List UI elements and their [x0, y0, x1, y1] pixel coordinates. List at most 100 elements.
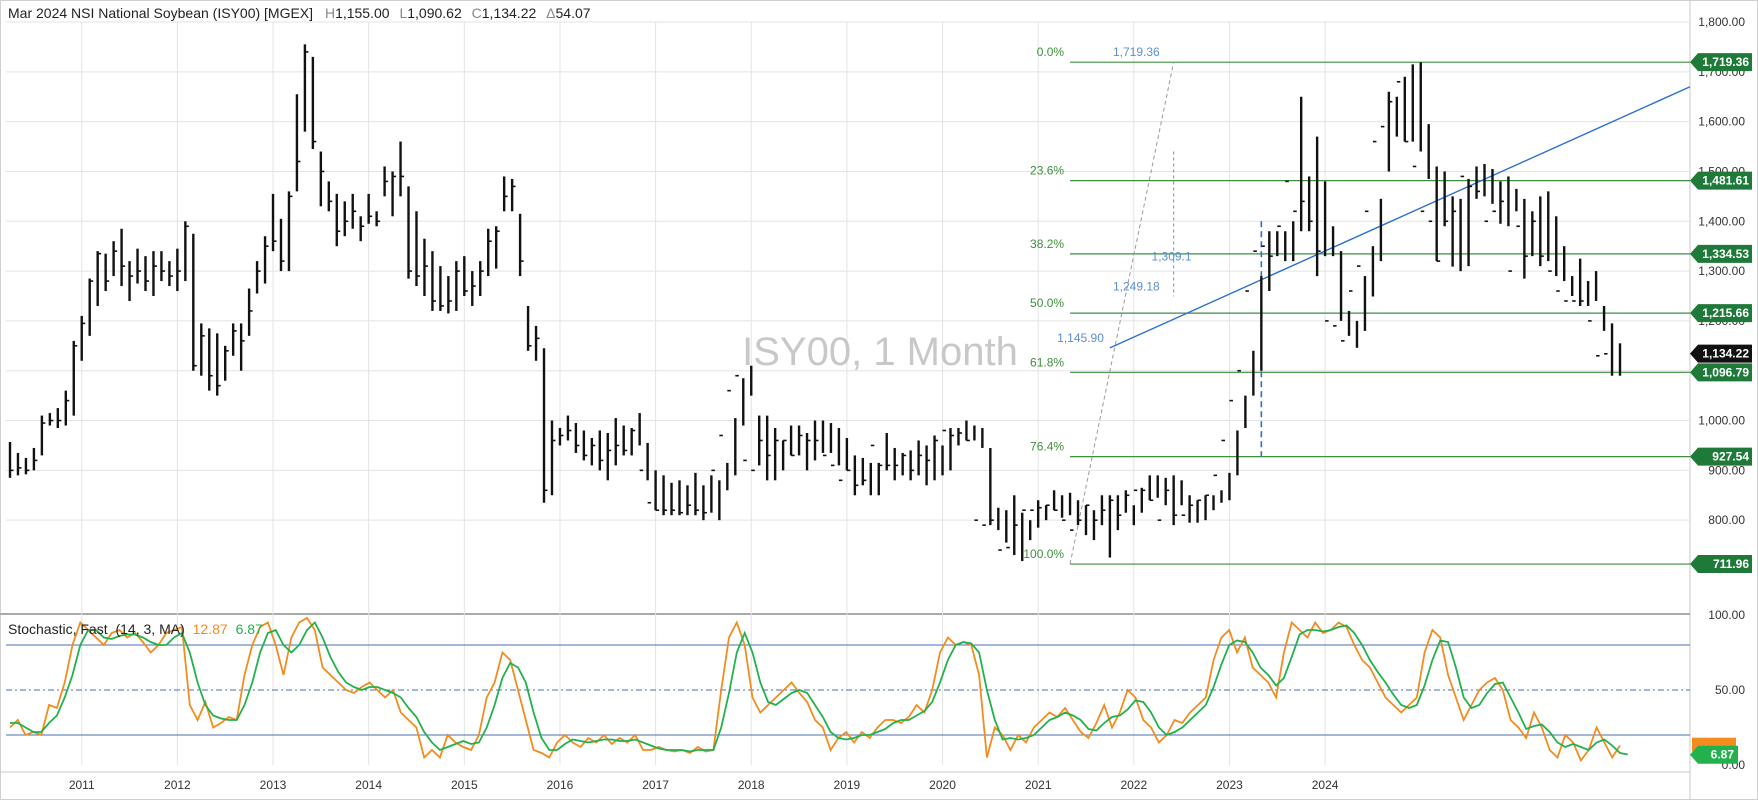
ohlc-bar: [383, 166, 389, 197]
ohlc-bar: [1180, 480, 1186, 517]
ohlc-bar: [702, 485, 707, 521]
fib-price-tag: 1,719.36: [1690, 53, 1752, 72]
price-tick-label: 1,400.00: [1698, 214, 1745, 228]
ohlc-bar: [734, 374, 739, 476]
ohlc-bar: [1140, 487, 1146, 513]
ohlc-bar: [781, 439, 787, 471]
ohlc-bar: [1467, 178, 1473, 267]
fib-level-label: 23.6%: [1030, 164, 1064, 178]
ohlc-bar: [1005, 510, 1010, 549]
price-tick-label: 1,800.00: [1698, 15, 1745, 29]
ohlc-bar: [1315, 136, 1321, 277]
time-tick-label: 2022: [1120, 778, 1147, 792]
ohlc-bar: [1371, 140, 1377, 297]
ohlc-bar: [24, 457, 30, 475]
time-axis: 2011 2012 2013 2014 2015 2016 2017 2018 2019 2020…: [69, 778, 1339, 792]
ohlc-bar: [1427, 124, 1433, 223]
ohlc-bar: [861, 457, 867, 486]
ohlc-bar: [128, 261, 134, 301]
fib-tag-text: 711.96: [1713, 557, 1749, 571]
ohlc-bar: [973, 425, 978, 521]
last-price-shape: [1690, 344, 1752, 363]
ohlc-bar: [1435, 166, 1441, 262]
ohlc-bar: [1013, 495, 1018, 556]
ohlc-bar: [1164, 477, 1170, 506]
fibonacci-retracement[interactable]: 0.0% 23.6% 38.2% 50.0% 61.8% 76.4% 100.0%: [1023, 45, 1690, 565]
ohlc-bar: [447, 276, 452, 314]
stochastic-d-tag: 6.87: [1690, 745, 1738, 764]
ohlc-bar: [686, 485, 691, 516]
ohlc-bar: [247, 288, 253, 336]
ohlc-bar: [479, 261, 484, 296]
ohlc-bar: [1068, 492, 1074, 531]
ohlc-bar: [1515, 188, 1520, 228]
ohlc-bar: [726, 389, 731, 491]
ohlc-bar: [56, 408, 62, 429]
fib-price-tag: 711.96: [1690, 555, 1752, 574]
ohlc-bar: [797, 425, 803, 456]
ohlc-bar: [518, 213, 524, 277]
ohlc-bar: [622, 425, 628, 456]
ohlc-bar: [120, 228, 126, 287]
ohlc-bar: [550, 420, 556, 496]
ohlc-bar: [223, 345, 229, 381]
ohlc-bar: [367, 193, 373, 224]
change-value: 54.07: [556, 5, 591, 21]
fib-tag-text: 1,481.61: [1702, 174, 1749, 188]
ohlc-bar: [853, 455, 859, 496]
ohlc-bar: [893, 447, 899, 481]
fib-price-tag: 1,096.79: [1690, 363, 1752, 382]
ohlc-bar: [311, 56, 317, 150]
stochastic-d-tag-text: 6.87: [1711, 748, 1735, 762]
low-label: L: [399, 5, 407, 21]
ohlc-bar: [678, 480, 684, 516]
time-tick-label: 2023: [1216, 778, 1243, 792]
price-tags: 1,719.36 1,481.61 1,334.53 1,215.66 1,096.79…: [1690, 53, 1752, 574]
ohlc-bar: [208, 328, 213, 391]
trendlines[interactable]: [1069, 62, 1691, 565]
price-tick-label: 800.00: [1708, 513, 1745, 527]
price-tick-label: 900.00: [1708, 463, 1745, 477]
high-label: H: [325, 5, 335, 21]
ohlc-bar: [455, 261, 460, 311]
ohlc-bar: [1132, 489, 1138, 526]
ohlc-bar: [287, 191, 293, 272]
ohlc-bar: [1236, 369, 1241, 476]
stochastic-d-tag-shape: [1690, 745, 1738, 764]
ohlc-bar: [662, 475, 668, 516]
ohlc-bar: [1570, 276, 1576, 302]
ohlc-bar: [1491, 168, 1496, 213]
ohlc-bar: [415, 211, 420, 287]
uptrend-line[interactable]: [1109, 86, 1691, 349]
ohlc-bar: [399, 141, 405, 197]
ohlc-bar: [1292, 210, 1297, 262]
ohlc-bar: [1100, 495, 1106, 526]
ohlc-bar: [1028, 509, 1034, 541]
fib-price-tag: 1,334.53: [1690, 244, 1752, 263]
ohlc-bars: [8, 44, 1622, 562]
stochastic-d-line: [10, 621, 1628, 756]
ohlc-bar: [1459, 175, 1465, 272]
last-price-tag: 1,134.22: [1690, 344, 1752, 363]
ohlc-bar: [1204, 494, 1210, 521]
ohlc-bar: [694, 472, 699, 516]
ohlc-bar: [614, 418, 620, 466]
fib-level-label: 0.0%: [1037, 45, 1065, 59]
close-label: C: [472, 5, 482, 21]
ohlc-bar: [1475, 166, 1481, 199]
ohlc-bar: [375, 211, 381, 227]
ohlc-bar: [1052, 490, 1058, 512]
fib-tag-text: 927.54: [1712, 450, 1749, 464]
price-tick-label: 1,300.00: [1698, 264, 1745, 278]
ohlc-bar: [1523, 198, 1528, 279]
ohlc-bar: [152, 251, 157, 296]
fib-tag-text: 1,096.79: [1702, 365, 1749, 379]
ohlc-bar: [216, 333, 221, 396]
ohlc-bar: [654, 470, 660, 512]
fib-diagonal[interactable]: [1069, 62, 1175, 565]
stochastic-title: Stochastic, Fast: [8, 621, 108, 637]
time-tick-label: 2018: [738, 778, 765, 792]
ohlc-bar: [885, 433, 891, 471]
ohlc-bar: [1252, 250, 1257, 396]
